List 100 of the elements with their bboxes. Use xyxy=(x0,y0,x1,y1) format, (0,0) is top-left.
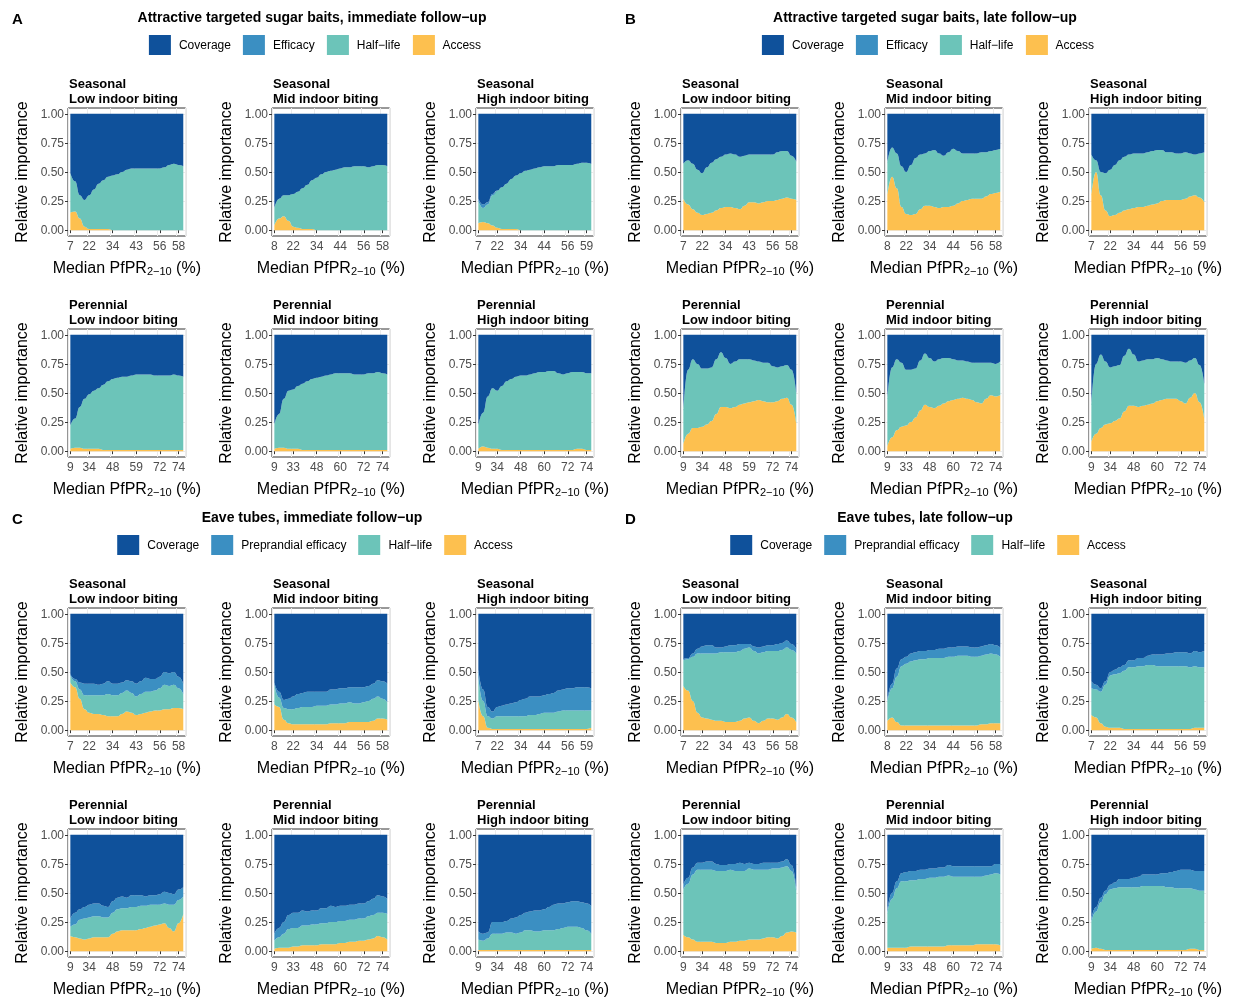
chart-title: Seasonal xyxy=(886,76,944,91)
y-axis-title: Relative importance xyxy=(830,822,848,964)
x-tick-label: 48 xyxy=(106,960,120,974)
x-tick-label: 8 xyxy=(884,239,892,253)
x-tick-label: 8 xyxy=(271,739,279,753)
x-tick-label: 34 xyxy=(106,239,120,253)
x-tick-label: 7 xyxy=(475,239,483,253)
chart-title: Seasonal xyxy=(477,576,535,591)
x-tick-label: 58 xyxy=(171,739,186,753)
chart-subtitle: Low indoor biting xyxy=(682,312,792,327)
x-tick-label: 72 xyxy=(970,960,984,974)
y-tick-label: 0.00 xyxy=(857,723,882,738)
y-tick-label: 1.00 xyxy=(40,327,65,342)
chart-title: Perennial xyxy=(273,797,332,812)
x-tick-label: 72 xyxy=(153,460,167,474)
x-tick-label: 9 xyxy=(67,960,75,974)
y-tick-label: 0.75 xyxy=(40,356,65,371)
y-tick-label: 0.50 xyxy=(653,386,678,400)
x-tick-label: 43 xyxy=(742,239,757,253)
x-tick-label: 44 xyxy=(333,239,348,253)
text: Eave tubes, immediate follow−up xyxy=(201,509,423,525)
y-tick-label: 0.00 xyxy=(448,444,473,459)
x-tick-label: 56 xyxy=(153,239,167,253)
x-tick-label: 72 xyxy=(153,960,167,974)
x-tick-label: 34 xyxy=(1103,460,1118,474)
x-tick-label: 74 xyxy=(784,960,799,974)
y-tick-label: 0.00 xyxy=(653,723,678,738)
y-tick-label: 0.50 xyxy=(857,665,882,679)
chart-subtitle: Mid indoor biting xyxy=(886,812,992,827)
y-tick-label: 0.50 xyxy=(1061,165,1086,179)
x-tick-label: 7 xyxy=(680,739,688,753)
y-tick-label: 0.00 xyxy=(857,444,882,459)
y-tick-label: 0.00 xyxy=(244,444,269,459)
y-tick-label: 0.75 xyxy=(40,856,65,871)
x-tick-label: 56 xyxy=(561,739,575,753)
y-tick-label: 1.00 xyxy=(244,106,269,121)
x-tick-label: 9 xyxy=(884,960,892,974)
y-tick-label: 0.50 xyxy=(448,386,473,400)
legend-label: Half−life xyxy=(356,38,401,52)
y-tick-label: 0.00 xyxy=(40,944,65,959)
x-tick-label: 34 xyxy=(695,460,710,474)
x-tick-label: 58 xyxy=(171,239,186,253)
y-tick-label: 0.50 xyxy=(40,886,65,900)
y-tick-label: 1.00 xyxy=(857,606,882,621)
y-tick-label: 0.25 xyxy=(1061,694,1086,709)
x-tick-label: 59 xyxy=(742,960,757,974)
x-tick-label: 9 xyxy=(271,960,279,974)
x-tick-label: 48 xyxy=(514,460,528,474)
y-axis-title: Relative importance xyxy=(421,322,439,464)
x-tick-label: 56 xyxy=(766,239,780,253)
text: C xyxy=(12,510,23,527)
x-tick-label: 22 xyxy=(899,239,914,253)
y-tick-label: 1.00 xyxy=(653,827,678,842)
x-tick-label: 9 xyxy=(271,460,279,474)
y-tick-label: 0.00 xyxy=(244,723,269,738)
chart-subtitle: High indoor biting xyxy=(1090,591,1202,606)
x-tick-label: 74 xyxy=(579,960,594,974)
x-tick-label: 74 xyxy=(375,460,390,474)
y-tick-label: 0.75 xyxy=(1061,135,1086,150)
x-tick-label: 74 xyxy=(375,960,390,974)
text: Eave tubes, late follow−up xyxy=(837,509,1013,525)
y-tick-label: 0.50 xyxy=(448,665,473,679)
y-tick-label: 0.00 xyxy=(448,223,473,238)
x-tick-label: 48 xyxy=(923,460,937,474)
x-tick-label: 74 xyxy=(988,460,1003,474)
x-tick-label: 33 xyxy=(286,460,301,474)
legend-label: Efficacy xyxy=(272,38,315,52)
x-tick-label: 34 xyxy=(310,739,324,753)
x-tick-label: 43 xyxy=(129,739,144,753)
x-tick-label: 56 xyxy=(970,739,984,753)
y-tick-label: 0.00 xyxy=(244,944,269,959)
y-tick-label: 0.50 xyxy=(244,386,269,400)
y-tick-label: 0.75 xyxy=(653,356,678,371)
y-tick-label: 0.75 xyxy=(244,856,269,871)
x-tick-label: 60 xyxy=(537,460,552,474)
x-tick-label: 34 xyxy=(490,460,505,474)
chart-subtitle: Mid indoor biting xyxy=(273,91,379,106)
x-tick-label: 22 xyxy=(82,239,97,253)
x-tick-label: 48 xyxy=(106,460,120,474)
x-tick-label: 22 xyxy=(695,239,710,253)
x-tick-label: 22 xyxy=(1103,739,1118,753)
x-tick-label: 72 xyxy=(766,460,780,474)
y-tick-label: 0.50 xyxy=(448,165,473,179)
x-tick-label: 9 xyxy=(680,460,688,474)
y-axis-title: Relative importance xyxy=(217,101,235,243)
y-tick-label: 0.75 xyxy=(653,135,678,150)
x-tick-label: 74 xyxy=(171,960,186,974)
chart-subtitle: Mid indoor biting xyxy=(273,591,379,606)
legend-label: Access xyxy=(474,538,513,552)
y-tick-label: 0.00 xyxy=(857,223,882,238)
chart-title: Seasonal xyxy=(69,576,127,591)
y-tick-label: 0.25 xyxy=(244,694,269,709)
y-tick-label: 0.25 xyxy=(448,194,473,209)
y-tick-label: 0.50 xyxy=(244,665,269,679)
x-tick-label: 59 xyxy=(129,460,144,474)
chart-title: Seasonal xyxy=(273,76,331,91)
x-tick-label: 43 xyxy=(742,739,757,753)
chart-subtitle: Low indoor biting xyxy=(69,312,179,327)
x-tick-label: 59 xyxy=(1192,239,1207,253)
x-tick-label: 33 xyxy=(899,960,914,974)
